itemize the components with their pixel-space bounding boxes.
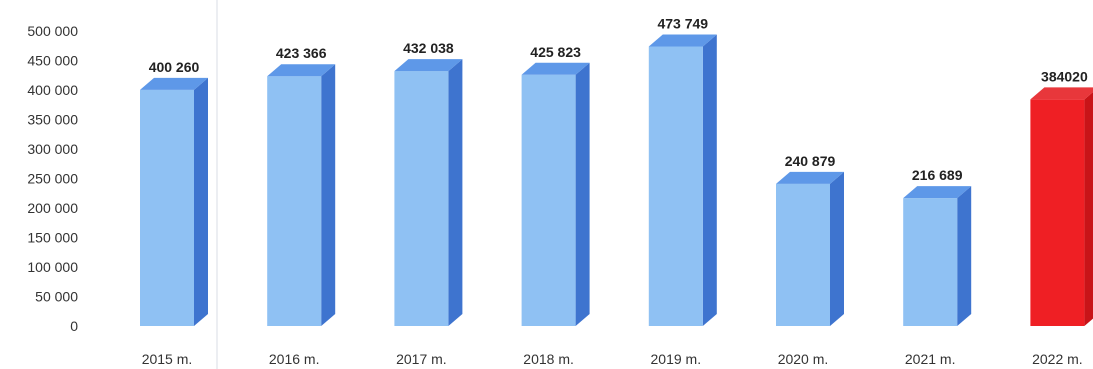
bar-side [575,62,590,326]
data-label: 473 749 [657,15,708,31]
bar-front [776,183,830,326]
data-label: 384020 [1041,68,1088,84]
bar-front [903,198,958,326]
y-tick-label: 500 000 [27,23,78,39]
y-tick-label: 0 [70,318,78,334]
bar [267,64,336,327]
x-tick-label: 2018 m. [523,351,574,367]
bar-side [702,34,717,326]
bar-front [394,71,449,326]
x-tick-label: 2019 m. [651,351,702,367]
x-tick-label: 2022 m. [1032,351,1083,367]
bar [648,34,717,326]
data-label: 400 260 [149,59,200,75]
bar-top [1030,87,1093,100]
y-tick-label: 300 000 [27,141,78,157]
bar-side [321,64,336,327]
y-axis: 0 50 000 100 000 150 000 200 000 250 000 300 0… [27,23,78,334]
data-label: 240 879 [785,153,836,169]
x-tick-label: 2015 m. [142,351,193,367]
bar-top [648,34,717,47]
bars [140,34,1093,327]
bar-top [903,186,972,199]
bar-front [1030,99,1085,327]
data-labels: 400 260 423 366 432 038 425 823 473 749 240 8… [149,15,1088,183]
y-tick-label: 100 000 [27,259,78,275]
data-label: 432 038 [403,40,454,56]
y-tick-label: 400 000 [27,82,78,98]
bar-top [776,171,844,184]
bar [394,59,463,326]
bar-front [267,76,322,327]
y-tick-label: 450 000 [27,53,78,69]
bar-side [1084,92,1093,326]
data-label: 423 366 [276,45,327,61]
x-tick-label: 2017 m. [396,351,447,367]
y-tick-label: 350 000 [27,112,78,128]
bar-side [957,186,972,326]
x-tick-label: 2020 m. [778,351,829,367]
bar [903,186,972,326]
bar [521,62,590,326]
bar-top [394,59,463,72]
bar-side [194,77,208,326]
bar-front [140,89,194,326]
data-label: 425 823 [530,44,581,60]
bar [1030,87,1093,327]
y-tick-label: 50 000 [35,289,78,305]
data-label: 216 689 [912,167,963,183]
bar-front [648,46,703,326]
bar [776,171,844,326]
bar-side [830,171,844,326]
y-tick-label: 250 000 [27,171,78,187]
y-tick-label: 200 000 [27,200,78,216]
bar-side [448,59,463,326]
x-tick-label: 2021 m. [905,351,956,367]
x-axis: 2015 m. 2016 m. 2017 m. 2018 m. 2019 m. 2020 … [142,351,1083,367]
bar-front [521,74,576,326]
bar-top [521,62,590,75]
bar-top [267,64,336,77]
bar-top [140,77,208,90]
x-tick-label: 2016 m. [269,351,320,367]
bar [140,77,208,326]
y-tick-label: 150 000 [27,230,78,246]
